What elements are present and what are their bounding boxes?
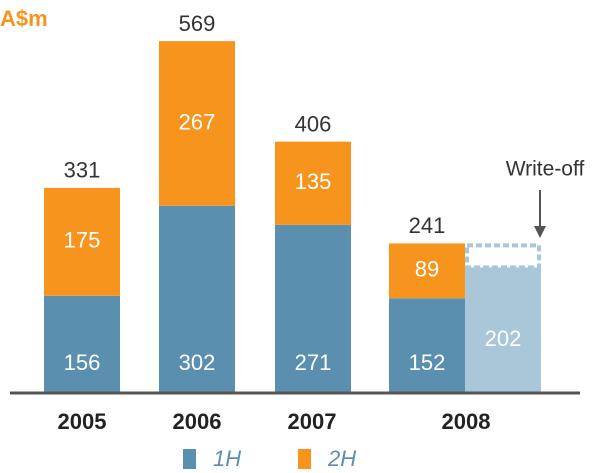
bar-segment — [389, 298, 465, 392]
legend-label: 2H — [327, 446, 356, 471]
value-label: 89 — [415, 257, 439, 282]
write-off-label: Write-off — [506, 158, 585, 181]
legend-label: 1H — [213, 446, 241, 471]
write-off-bar — [465, 267, 541, 392]
value-label: 267 — [179, 109, 216, 134]
bar-segment — [389, 243, 465, 299]
bar-segment — [159, 41, 235, 206]
value-label: 271 — [295, 350, 332, 375]
write-off-value: 202 — [485, 326, 522, 351]
x-tick-label: 2005 — [58, 409, 107, 434]
total-label: 331 — [64, 158, 101, 183]
value-label: 135 — [295, 169, 332, 194]
arrow-head — [534, 226, 546, 238]
x-tick-label: 2008 — [442, 409, 491, 434]
x-tick-label: 2006 — [173, 409, 222, 434]
write-off-gap — [465, 243, 541, 270]
value-label: 156 — [64, 350, 101, 375]
bar-segment — [275, 224, 351, 392]
value-label: 175 — [64, 228, 101, 253]
legend-swatch — [298, 449, 311, 469]
bar-segment — [275, 141, 351, 225]
total-label: 241 — [409, 213, 446, 238]
unit-label: A$m — [0, 6, 48, 31]
legend-swatch — [183, 449, 196, 469]
total-label: 406 — [295, 111, 332, 136]
total-label: 569 — [179, 11, 216, 36]
bar-segment — [44, 295, 120, 392]
bar-segment — [44, 187, 120, 296]
value-label: 302 — [179, 350, 216, 375]
x-tick-label: 2007 — [288, 409, 337, 434]
value-label: 152 — [409, 350, 446, 375]
bar-segment — [159, 205, 235, 392]
